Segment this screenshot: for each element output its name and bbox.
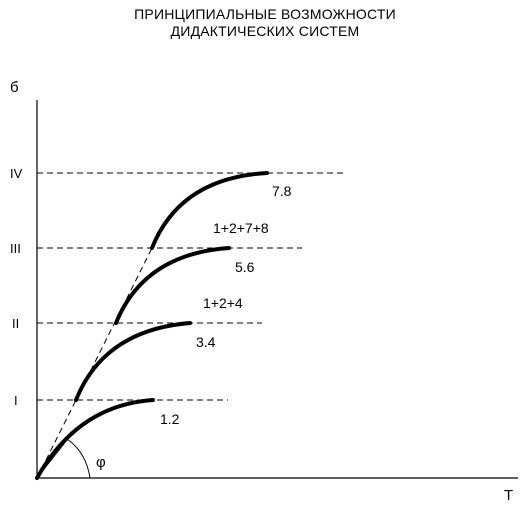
level-label-iv: IV bbox=[10, 166, 23, 181]
curve-label-1-2-7-8: 1+2+7+8 bbox=[213, 220, 269, 236]
title-line-2: ДИДАКТИЧЕСКИХ СИСТЕМ bbox=[170, 23, 360, 39]
level-label-ii: II bbox=[12, 316, 19, 331]
curve-4 bbox=[150, 171, 269, 250]
curve-label-3-4: 3.4 bbox=[196, 334, 216, 350]
curve-label-7-8: 7.8 bbox=[272, 183, 292, 199]
x-axis-label: T bbox=[504, 487, 513, 504]
curve-label-1-2-4: 1+2+4 bbox=[203, 295, 243, 311]
level-label-i: I bbox=[14, 393, 18, 408]
y-axis-label: б bbox=[10, 79, 19, 96]
title-line-1: ПРИНЦИПИАЛЬНЫЕ ВОЗМОЖНОСТИ bbox=[134, 6, 396, 22]
angle-phi-label: φ bbox=[96, 454, 106, 471]
diagram-title: ПРИНЦИПИАЛЬНЫЕ ВОЗМОЖНОСТИ ДИДАКТИЧЕСКИХ… bbox=[0, 6, 530, 40]
envelope-dashed-line bbox=[36, 247, 153, 479]
curve-1 bbox=[35, 398, 155, 480]
curve-2 bbox=[74, 321, 192, 402]
curve-3 bbox=[114, 246, 231, 325]
level-label-iii: III bbox=[10, 241, 21, 256]
angle-phi-arc bbox=[66, 438, 91, 479]
curve-label-5-6: 5.6 bbox=[235, 259, 255, 275]
curve-label-1-2: 1.2 bbox=[160, 411, 180, 427]
